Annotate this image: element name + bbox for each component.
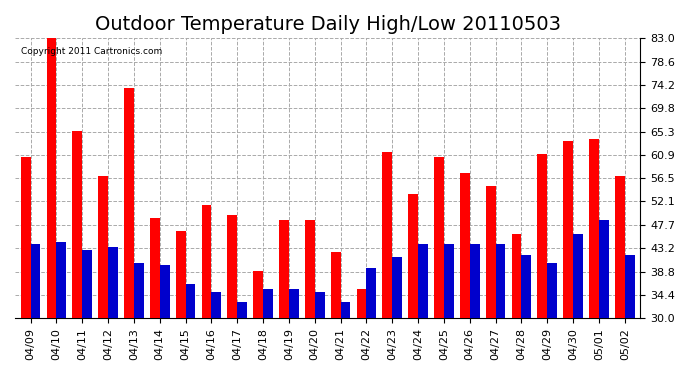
Bar bbox=[98, 176, 108, 375]
Bar bbox=[444, 244, 454, 375]
Bar bbox=[201, 205, 211, 375]
Bar bbox=[21, 157, 30, 375]
Bar bbox=[305, 220, 315, 375]
Bar bbox=[279, 220, 289, 375]
Bar bbox=[392, 257, 402, 375]
Bar bbox=[563, 141, 573, 375]
Bar bbox=[57, 242, 66, 375]
Bar bbox=[341, 302, 351, 375]
Bar bbox=[72, 131, 82, 375]
Bar bbox=[186, 284, 195, 375]
Bar bbox=[460, 173, 470, 375]
Bar bbox=[418, 244, 428, 375]
Bar bbox=[253, 271, 263, 375]
Bar bbox=[589, 139, 599, 375]
Bar bbox=[228, 215, 237, 375]
Bar bbox=[624, 255, 635, 375]
Bar bbox=[538, 154, 547, 375]
Bar bbox=[382, 152, 392, 375]
Bar bbox=[211, 292, 221, 375]
Bar bbox=[357, 289, 366, 375]
Bar bbox=[470, 244, 480, 375]
Bar bbox=[547, 263, 557, 375]
Bar bbox=[124, 88, 134, 375]
Bar bbox=[434, 157, 444, 375]
Bar bbox=[263, 289, 273, 375]
Bar bbox=[289, 289, 299, 375]
Bar bbox=[366, 268, 376, 375]
Bar bbox=[573, 234, 583, 375]
Bar bbox=[331, 252, 341, 375]
Bar bbox=[46, 36, 57, 375]
Bar bbox=[511, 234, 522, 375]
Bar bbox=[408, 194, 418, 375]
Bar bbox=[522, 255, 531, 375]
Bar bbox=[159, 266, 170, 375]
Title: Outdoor Temperature Daily High/Low 20110503: Outdoor Temperature Daily High/Low 20110… bbox=[95, 15, 561, 34]
Bar bbox=[237, 302, 247, 375]
Bar bbox=[150, 218, 159, 375]
Bar bbox=[315, 292, 324, 375]
Bar bbox=[30, 244, 40, 375]
Bar bbox=[599, 220, 609, 375]
Bar bbox=[615, 176, 624, 375]
Bar bbox=[82, 249, 92, 375]
Text: Copyright 2011 Cartronics.com: Copyright 2011 Cartronics.com bbox=[21, 47, 163, 56]
Bar bbox=[486, 186, 495, 375]
Bar bbox=[134, 263, 144, 375]
Bar bbox=[176, 231, 186, 375]
Bar bbox=[495, 244, 505, 375]
Bar bbox=[108, 247, 118, 375]
